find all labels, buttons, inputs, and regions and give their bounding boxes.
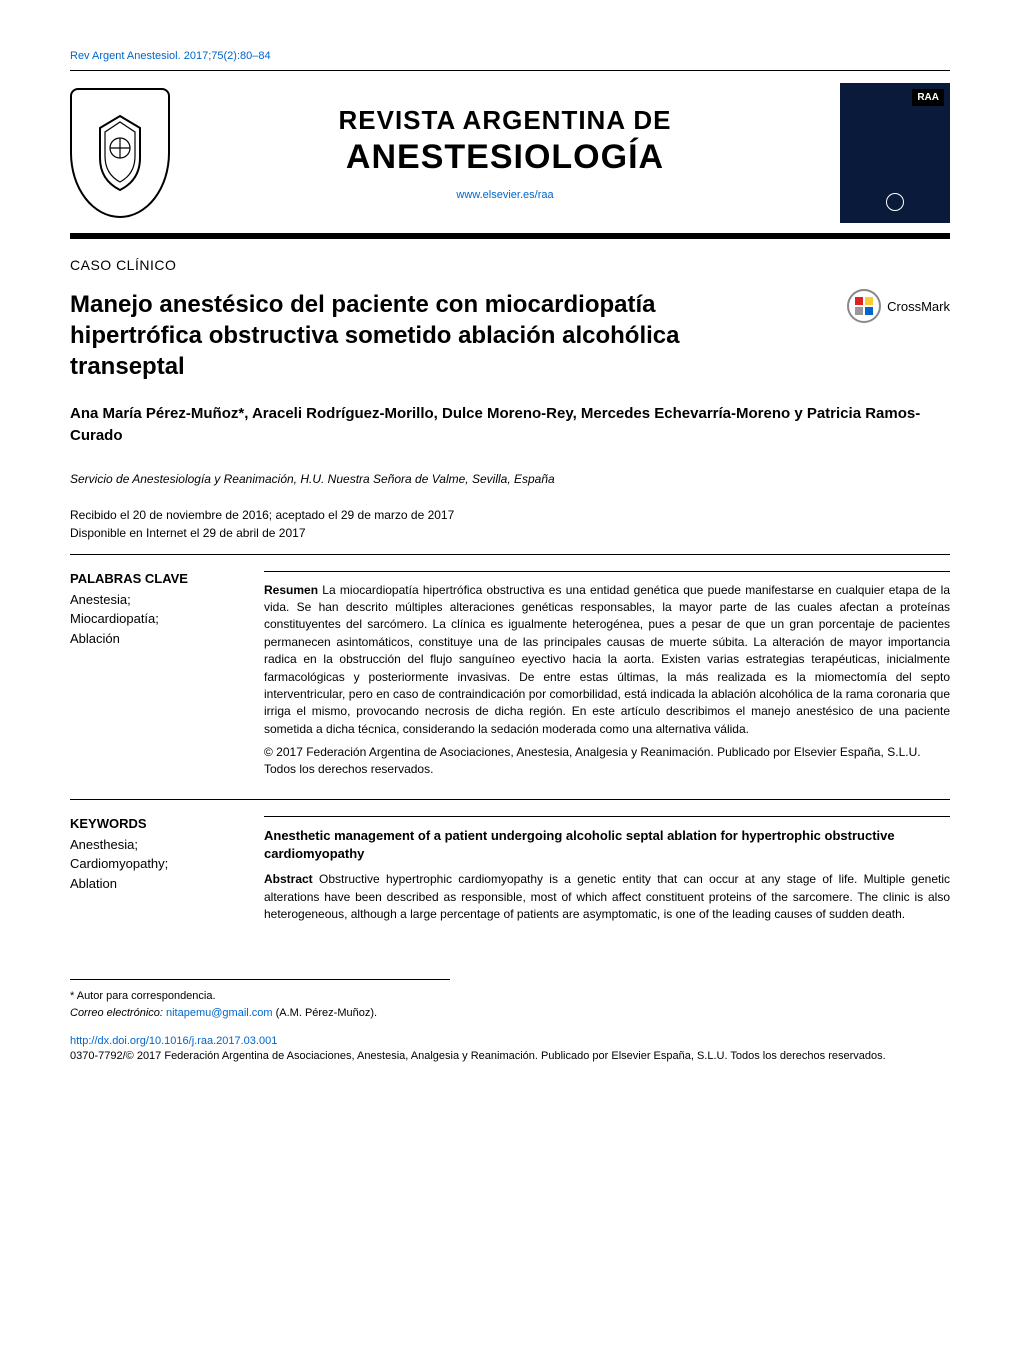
keywords-es-list: Anestesia; Miocardiopatía; Ablación — [70, 590, 240, 649]
article-title: Manejo anestésico del paciente con mioca… — [70, 289, 730, 383]
abstract-es-label: Resumen — [264, 583, 318, 597]
journal-title-line2: ANESTESIOLOGÍA — [170, 138, 840, 177]
keywords-es-col: PALABRAS CLAVE Anestesia; Miocardiopatía… — [70, 571, 240, 779]
cover-decoration-icon — [886, 193, 904, 211]
issn-copyright: 0370-7792/© 2017 Federación Argentina de… — [70, 1049, 950, 1064]
abstract-en-col: Anesthetic management of a patient under… — [264, 816, 950, 924]
doi-link[interactable]: http://dx.doi.org/10.1016/j.raa.2017.03.… — [70, 1035, 950, 1047]
abstract-en-text: Abstract Obstructive hypertrophic cardio… — [264, 871, 950, 923]
masthead-divider — [70, 233, 950, 239]
article-type: CASO CLÍNICO — [70, 257, 950, 273]
email-label: Correo electrónico: — [70, 1007, 163, 1019]
author-email[interactable]: nitapemu@gmail.com — [166, 1007, 273, 1019]
crossmark-label: CrossMark — [887, 299, 950, 314]
keywords-en-col: KEYWORDS Anesthesia; Cardiomyopathy; Abl… — [70, 816, 240, 924]
shield-icon — [85, 108, 155, 198]
abstract-es-body: La miocardiopatía hipertrófica obstructi… — [264, 583, 950, 736]
header-divider — [70, 70, 950, 71]
keywords-en-heading: KEYWORDS — [70, 816, 240, 831]
abstract-es-block: PALABRAS CLAVE Anestesia; Miocardiopatía… — [70, 554, 950, 779]
crossmark-icon — [847, 289, 881, 323]
journal-title-line1: REVISTA ARGENTINA DE — [170, 105, 840, 136]
keywords-es-heading: PALABRAS CLAVE — [70, 571, 240, 586]
article-dates: Recibido el 20 de noviembre de 2016; ace… — [70, 506, 950, 542]
date-available: Disponible en Internet el 29 de abril de… — [70, 524, 950, 542]
cover-badge: RAA — [912, 89, 944, 106]
journal-url[interactable]: www.elsevier.es/raa — [170, 189, 840, 201]
footer: * Autor para correspondencia. Correo ele… — [70, 979, 950, 1064]
journal-title-block: REVISTA ARGENTINA DE ANESTESIOLOGÍA www.… — [170, 105, 840, 201]
journal-cover-thumbnail: RAA — [840, 83, 950, 223]
abstract-en-title: Anesthetic management of a patient under… — [264, 827, 950, 863]
authors: Ana María Pérez-Muñoz*, Araceli Rodrígue… — [70, 403, 950, 448]
footer-divider — [70, 979, 450, 980]
abstract-en-divider — [264, 816, 950, 817]
masthead: REVISTA ARGENTINA DE ANESTESIOLOGÍA www.… — [70, 83, 950, 223]
title-row: Manejo anestésico del paciente con mioca… — [70, 289, 950, 383]
abstract-en-body: Obstructive hypertrophic cardiomyopathy … — [264, 872, 950, 921]
corresponding-author: * Autor para correspondencia. Correo ele… — [70, 988, 950, 1021]
corr-label: * Autor para correspondencia. — [70, 988, 950, 1005]
copyright-es: © 2017 Federación Argentina de Asociacio… — [264, 744, 950, 779]
affiliation: Servicio de Anestesiología y Reanimación… — [70, 472, 950, 486]
abstract-es-text: Resumen La miocardiopatía hipertrófica o… — [264, 582, 950, 739]
abstract-en-label: Abstract — [264, 872, 313, 886]
email-author-name: (A.M. Pérez-Muñoz). — [276, 1007, 377, 1019]
crossmark-badge[interactable]: CrossMark — [847, 289, 950, 323]
abstract-en-block: KEYWORDS Anesthesia; Cardiomyopathy; Abl… — [70, 799, 950, 924]
society-logo — [70, 88, 170, 218]
citation-ref: Rev Argent Anestesiol. 2017;75(2):80–84 — [70, 50, 950, 62]
abstract-es-col: Resumen La miocardiopatía hipertrófica o… — [264, 571, 950, 779]
keywords-en-list: Anesthesia; Cardiomyopathy; Ablation — [70, 835, 240, 894]
abstract-es-divider — [264, 571, 950, 572]
date-received: Recibido el 20 de noviembre de 2016; ace… — [70, 506, 950, 524]
